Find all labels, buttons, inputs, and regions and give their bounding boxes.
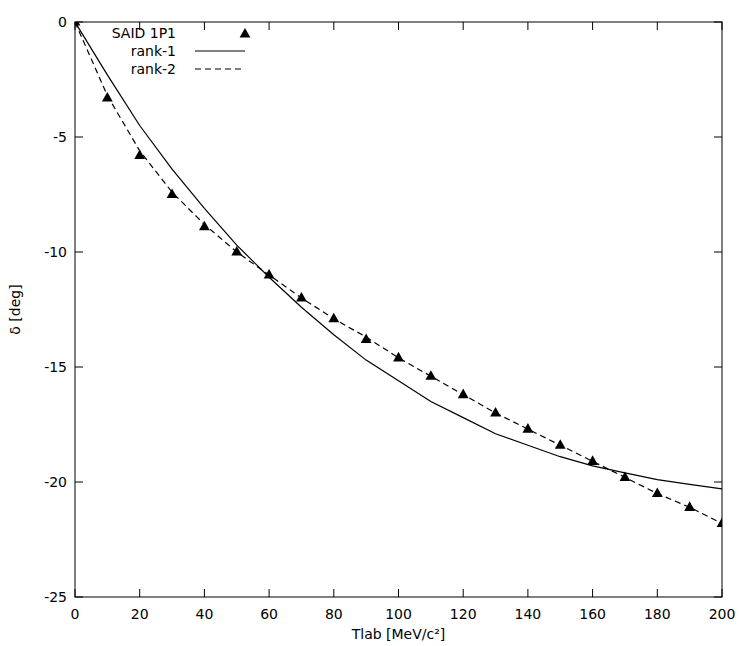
x-tick-mirror (269, 22, 270, 30)
legend-line (195, 68, 245, 69)
y-axis-title: δ [deg] (7, 284, 23, 334)
data-point (458, 389, 469, 399)
x-tick-label: 60 (260, 606, 278, 622)
x-tick-label: 200 (709, 606, 736, 622)
y-tick-label: 0 (58, 14, 67, 30)
x-tick-mirror (398, 22, 399, 30)
legend: SAID 1P1 rank-1 rank-2 (112, 25, 251, 77)
x-tick (463, 589, 464, 597)
x-tick-label: 0 (71, 606, 80, 622)
x-tick-label: 100 (385, 606, 412, 622)
data-point (328, 313, 339, 323)
legend-line (195, 50, 245, 51)
x-tick-label: 180 (644, 606, 671, 622)
data-point (296, 292, 307, 302)
x-axis-title: Tlab [MeV/c²] (351, 626, 446, 642)
x-tick-mirror (333, 22, 334, 30)
x-tick (139, 589, 140, 597)
x-tick-label: 80 (325, 606, 343, 622)
x-tick-label: 20 (131, 606, 149, 622)
y-tick (75, 252, 83, 253)
x-tick-label: 40 (195, 606, 213, 622)
legend-label: rank-1 (131, 43, 176, 59)
data-point (231, 246, 242, 256)
x-tick-mirror (657, 22, 658, 30)
x-tick-mirror (204, 22, 205, 30)
y-tick-mirror (714, 137, 722, 138)
x-tick (204, 589, 205, 597)
x-tick-label: 120 (450, 606, 477, 622)
chart: 0 20 40 60 80 100 120 140 160 180 200 -25 -20 -15 -10 -… (0, 0, 739, 646)
data-line (75, 22, 722, 523)
legend-label: SAID 1P1 (112, 25, 176, 41)
x-tick-label: 160 (579, 606, 606, 622)
x-tick-label: 140 (515, 606, 542, 622)
data-line (75, 22, 722, 489)
x-tick (333, 589, 334, 597)
plot-frame (75, 22, 722, 597)
data-point (199, 221, 210, 231)
y-tick-label: -5 (53, 129, 67, 145)
y-tick-label: -25 (44, 589, 67, 605)
y-tick-mirror (714, 482, 722, 483)
plot-area (75, 22, 722, 527)
y-tick-label: -20 (44, 474, 67, 490)
x-tick-mirror (592, 22, 593, 30)
x-tick (657, 589, 658, 597)
y-tick-mirror (714, 252, 722, 253)
y-tick (75, 367, 83, 368)
x-tick (527, 589, 528, 597)
data-point (555, 439, 566, 449)
y-tick (75, 482, 83, 483)
y-tick-label: -10 (44, 244, 67, 260)
x-tick-mirror (527, 22, 528, 30)
x-tick-mirror (463, 22, 464, 30)
x-tick (269, 589, 270, 597)
y-tick (75, 137, 83, 138)
x-tick (398, 589, 399, 597)
legend-label: rank-2 (131, 61, 176, 77)
y-tick-label: -15 (44, 359, 67, 375)
data-point (717, 517, 722, 527)
y-tick-mirror (714, 367, 722, 368)
legend-marker (240, 28, 251, 38)
x-tick (592, 589, 593, 597)
